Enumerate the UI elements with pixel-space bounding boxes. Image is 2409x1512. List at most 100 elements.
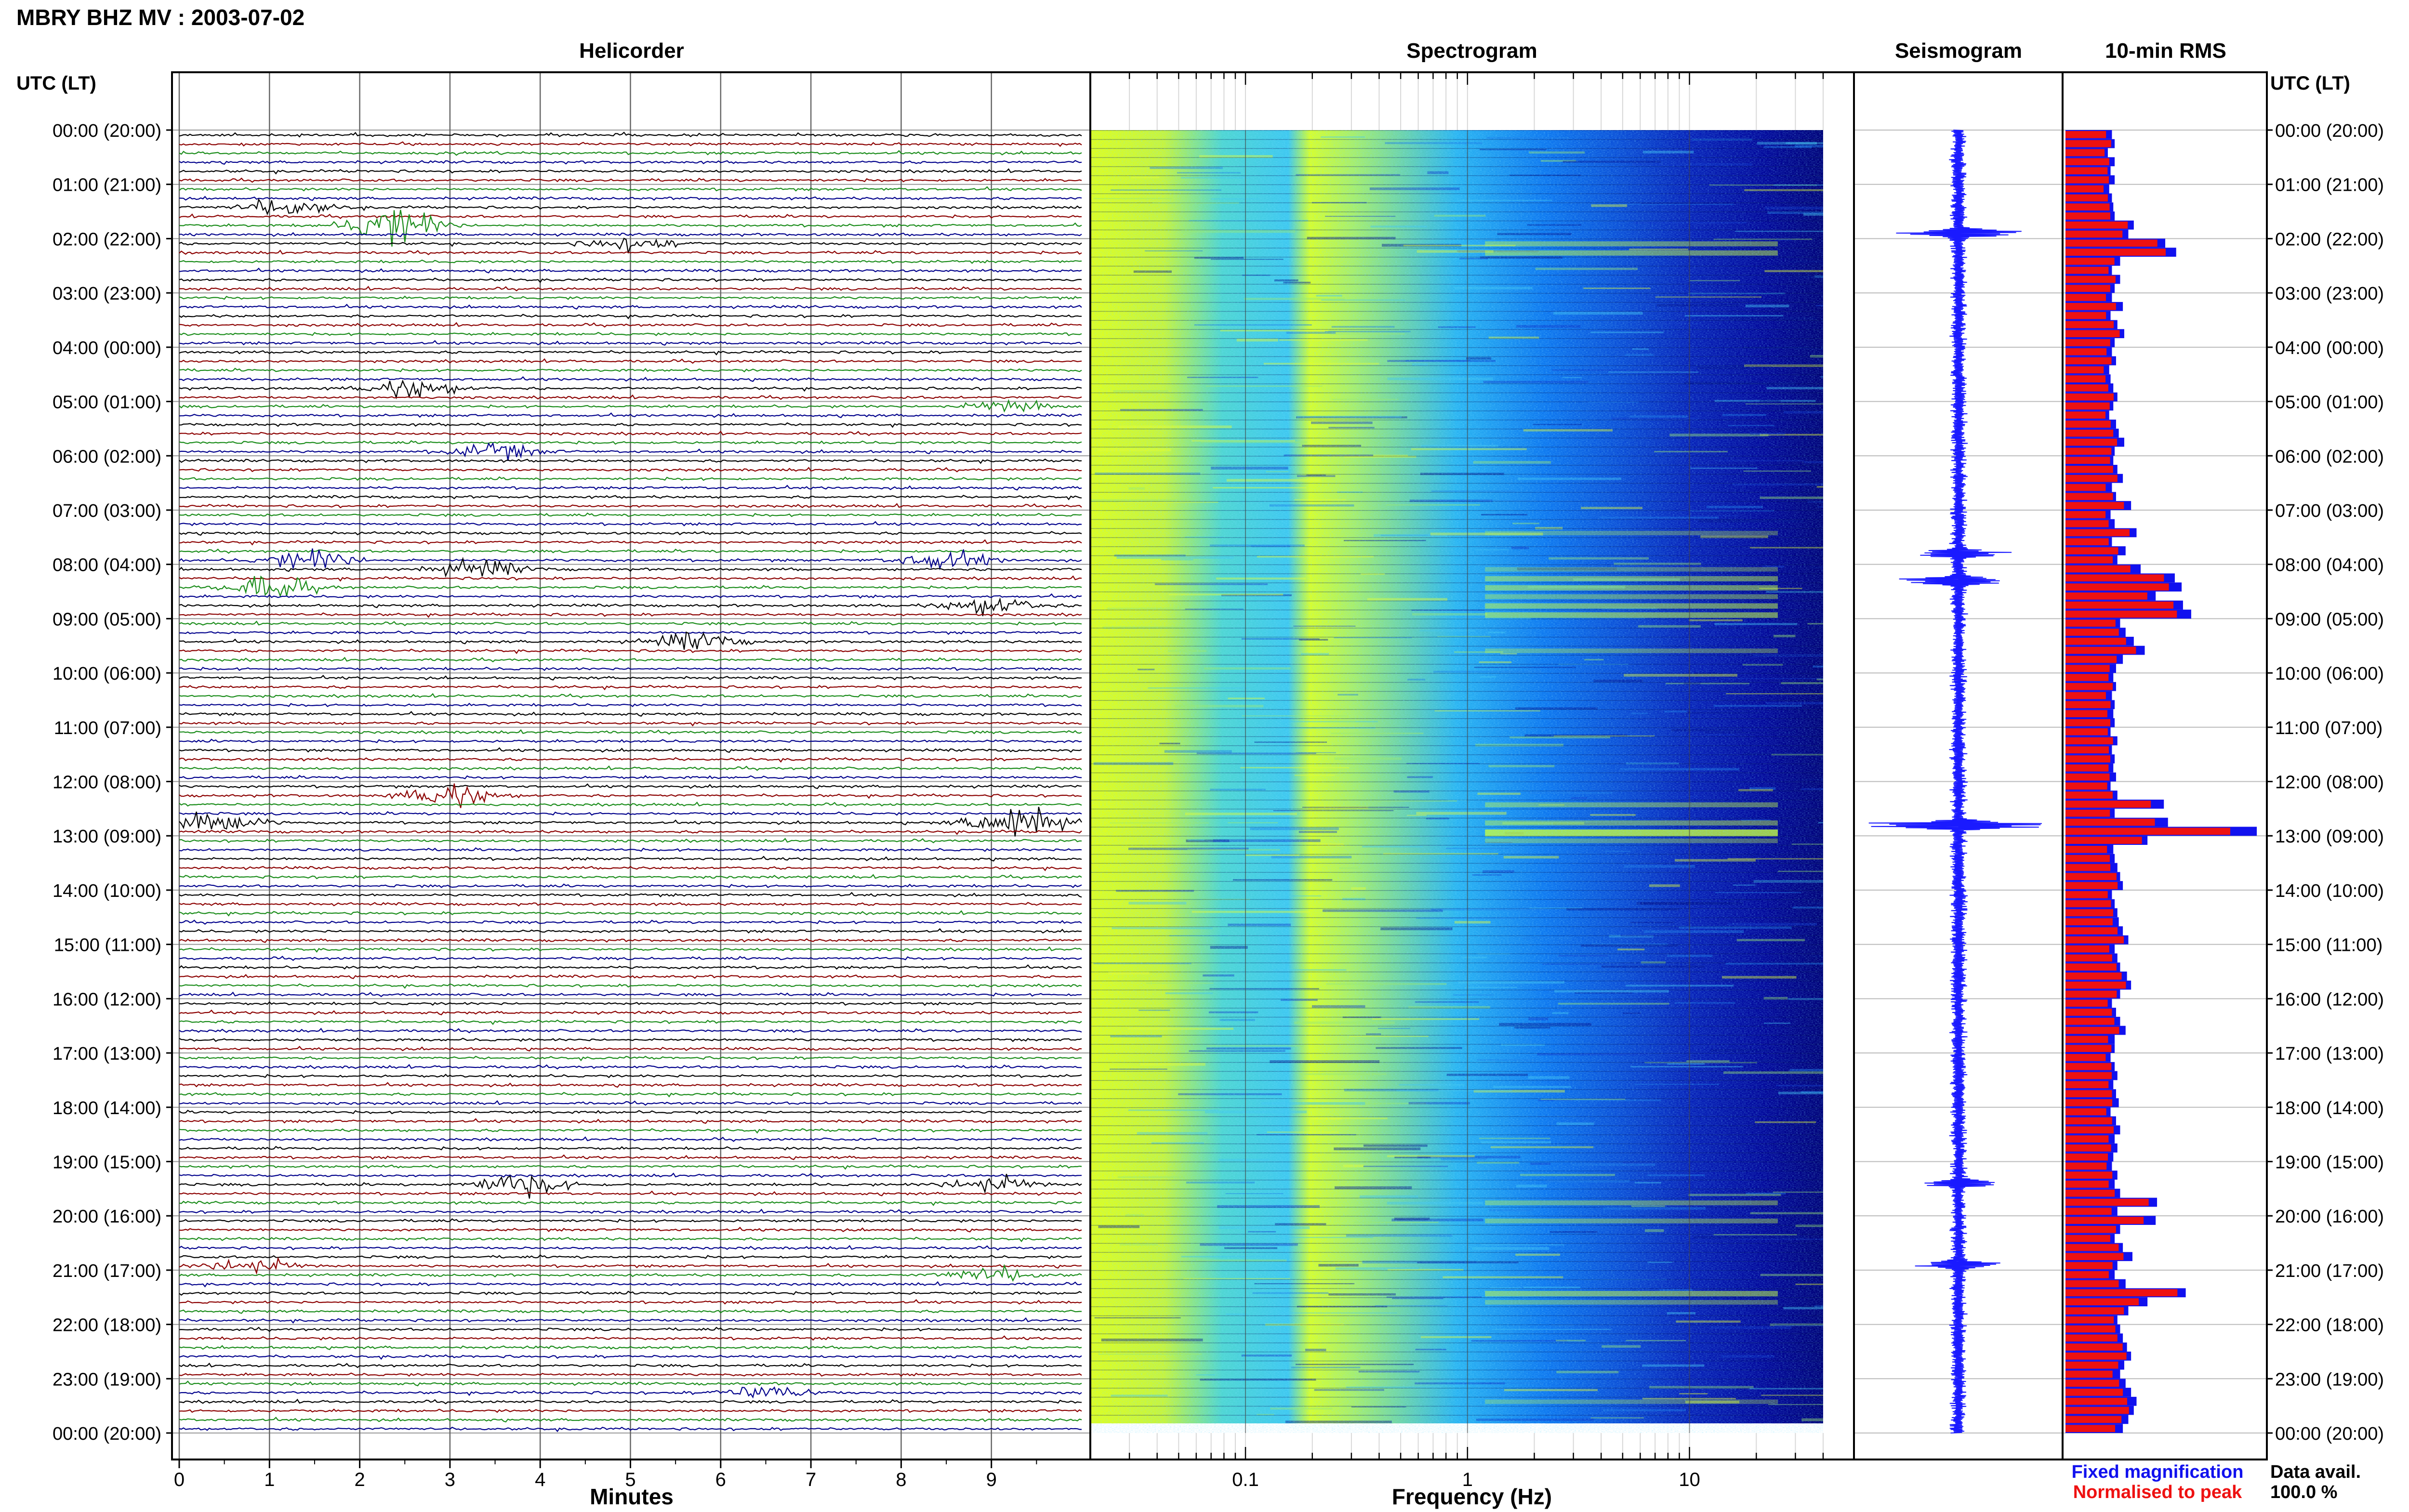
- data-avail-label: Data avail.: [2270, 1462, 2361, 1482]
- helicorder-trace: [179, 512, 1082, 517]
- rms-bar-normalised: [2065, 402, 2110, 410]
- helicorder-trace: [179, 150, 1082, 156]
- rms-bar-normalised: [2065, 601, 2174, 609]
- rms-bar-normalised: [2065, 131, 2106, 138]
- helicorder-trace: [179, 440, 1082, 445]
- time-label-right: 16:00 (12:00): [2275, 989, 2384, 1010]
- time-label-right: 12:00 (08:00): [2275, 773, 2384, 793]
- helicorder-trace: [179, 521, 1082, 526]
- helicorder-trace: [179, 368, 1082, 373]
- minute-tick-label: 3: [445, 1469, 455, 1490]
- helicorder-trace: [179, 829, 1082, 835]
- rms-bar-normalised: [2065, 438, 2118, 446]
- rms-bar-normalised: [2065, 547, 2118, 554]
- panel-title-spectrogram: Spectrogram: [1406, 39, 1537, 63]
- helicorder-trace: [179, 422, 1082, 428]
- left-axis-header: UTC (LT): [16, 73, 96, 94]
- rms-bar-normalised: [2065, 1225, 2116, 1233]
- time-label-left: 18:00 (14:00): [53, 1098, 161, 1118]
- helicorder-trace: [179, 556, 1082, 578]
- helicorder-trace: [179, 757, 1082, 763]
- time-label-right: 13:00 (09:00): [2275, 827, 2384, 847]
- rms-bar-normalised: [2065, 1026, 2119, 1034]
- rms-bar-normalised: [2065, 1280, 2119, 1288]
- helicorder-trace: [179, 874, 1082, 880]
- minute-tick-label: 4: [535, 1469, 545, 1490]
- rms-bar-normalised: [2065, 1009, 2112, 1016]
- rms-bar-normalised: [2065, 457, 2110, 464]
- helicorder-trace: [179, 1386, 1082, 1399]
- rms-bar-normalised: [2065, 1425, 2116, 1432]
- rms-bar-normalised: [2065, 285, 2110, 292]
- rms-bar-normalised: [2065, 674, 2109, 681]
- panel-title-seismogram: Seismogram: [1895, 39, 2022, 63]
- rms-bar-normalised: [2065, 140, 2111, 147]
- rms-bar-normalised: [2065, 1361, 2118, 1369]
- helicorder-trace: [179, 358, 1082, 364]
- helicorder-trace: [179, 503, 1082, 509]
- time-label-right: 18:00 (14:00): [2275, 1098, 2384, 1118]
- spectrogram-streak: [1601, 1433, 1628, 1435]
- helicorder-trace: [179, 1074, 1082, 1078]
- time-label-right: 11:00 (07:00): [2275, 718, 2383, 738]
- helicorder-trace: [179, 938, 1082, 943]
- rms-bar-normalised: [2065, 855, 2110, 862]
- helicorder-trace: [179, 1256, 1082, 1275]
- helicorder-trace: [179, 883, 1082, 888]
- helicorder-trace: [179, 1145, 1082, 1151]
- rms-bar-normalised: [2065, 1181, 2109, 1188]
- helicorder-trace: [179, 928, 1082, 934]
- helicorder-trace: [179, 548, 1082, 571]
- helicorder-trace: [179, 250, 1082, 255]
- helicorder-trace: [179, 1290, 1082, 1296]
- helicorder-trace: [179, 738, 1082, 744]
- helicorder-trace: [179, 1128, 1082, 1134]
- helicorder-trace: [179, 783, 1082, 808]
- rms-bar-normalised: [2065, 1108, 2106, 1116]
- time-label-left: 13:00 (09:00): [53, 827, 161, 847]
- rms-bar-normalised: [2065, 194, 2108, 202]
- helicorder-trace: [179, 1226, 1082, 1233]
- helicorder-trace: [179, 1426, 1082, 1433]
- helicorder-trace: [179, 1327, 1082, 1332]
- helicorder-trace: [179, 674, 1082, 681]
- rms-bar-normalised: [2065, 421, 2111, 428]
- rms-bar-normalised: [2065, 1289, 2178, 1297]
- rms-bar-normalised: [2065, 1153, 2108, 1161]
- helicorder-trace: [179, 1100, 1082, 1106]
- helicorder-trace: [179, 1417, 1082, 1423]
- time-label-right: 21:00 (17:00): [2275, 1261, 2384, 1281]
- rms-bar-normalised: [2065, 845, 2107, 853]
- rms-bar-normalised: [2065, 1325, 2116, 1333]
- rms-bar-normalised: [2065, 909, 2113, 917]
- rms-bar-normalised: [2065, 158, 2109, 166]
- rms-bar-normalised: [2065, 583, 2169, 591]
- rms-bar-normalised: [2065, 629, 2119, 636]
- helicorder-trace: [179, 277, 1082, 283]
- rms-bar-normalised: [2065, 1298, 2139, 1306]
- helicorder-trace: [179, 186, 1082, 192]
- helicorder-trace: [179, 467, 1082, 473]
- rms-bar-normalised: [2065, 565, 2131, 573]
- helicorder-trace: [179, 267, 1082, 274]
- station-title: MBRY BHZ MV : 2003-07-02: [16, 5, 304, 30]
- time-label-right: 17:00 (13:00): [2275, 1044, 2384, 1064]
- helicorder-trace: [179, 747, 1082, 753]
- helicorder-trace: [179, 721, 1082, 727]
- rms-bar-normalised: [2065, 257, 2115, 265]
- helicorder-trace: [179, 539, 1082, 546]
- minute-tick-label: 7: [806, 1469, 816, 1490]
- rms-bar-normalised: [2065, 1307, 2124, 1315]
- time-label-right: 15:00 (11:00): [2275, 935, 2383, 956]
- helicorder-trace: [179, 729, 1082, 735]
- rms-bar-normalised: [2065, 1416, 2122, 1423]
- rms-bar-normalised: [2065, 1117, 2112, 1125]
- rms-bar-normalised: [2065, 321, 2114, 329]
- rms-bar-normalised: [2065, 1370, 2113, 1378]
- helicorder-trace: [179, 802, 1082, 807]
- rms-bar-normalised: [2065, 864, 2111, 871]
- helicorder-trace: [179, 1136, 1082, 1142]
- time-label-right: 08:00 (04:00): [2275, 555, 2384, 576]
- rms-bar-normalised: [2065, 592, 2147, 600]
- minute-tick-label: 6: [715, 1469, 726, 1490]
